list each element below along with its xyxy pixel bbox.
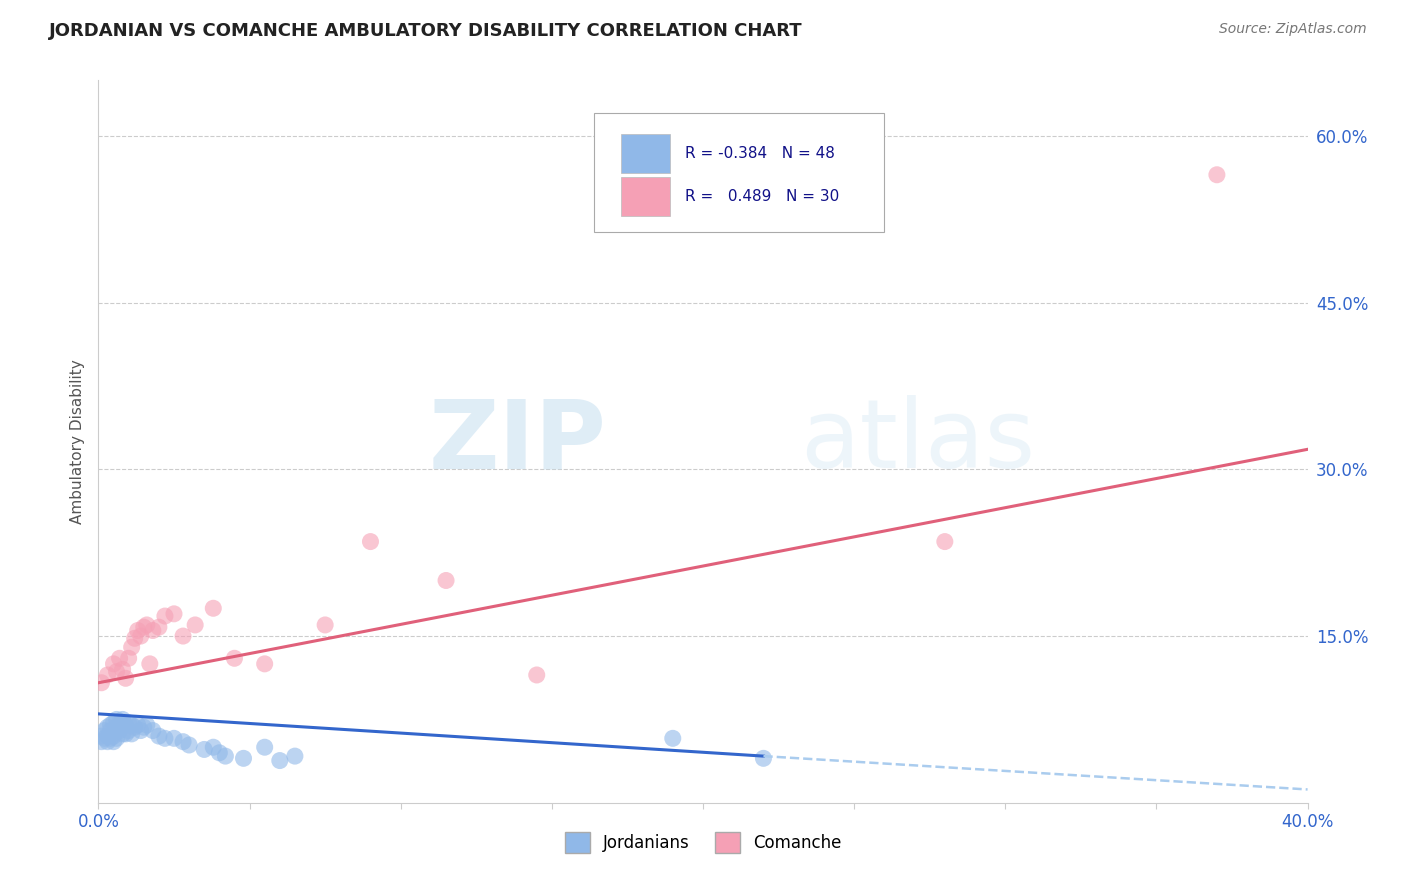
Point bbox=[108, 723, 131, 738]
Point bbox=[163, 607, 186, 621]
Text: R = -0.384   N = 48: R = -0.384 N = 48 bbox=[685, 145, 835, 161]
Point bbox=[96, 729, 118, 743]
Point bbox=[202, 601, 225, 615]
Point bbox=[114, 727, 136, 741]
Point bbox=[193, 742, 215, 756]
Point bbox=[142, 723, 165, 738]
Point bbox=[103, 657, 125, 671]
Point bbox=[127, 718, 149, 732]
Point bbox=[96, 720, 118, 734]
Point bbox=[124, 632, 146, 646]
Point bbox=[253, 740, 276, 755]
Text: R =   0.489   N = 30: R = 0.489 N = 30 bbox=[685, 189, 839, 204]
Point bbox=[93, 731, 115, 746]
Point bbox=[360, 534, 382, 549]
Point bbox=[96, 668, 118, 682]
Point bbox=[172, 629, 194, 643]
Point bbox=[93, 723, 115, 738]
Point bbox=[90, 675, 112, 690]
Point bbox=[172, 734, 194, 748]
Point bbox=[139, 657, 162, 671]
FancyBboxPatch shape bbox=[595, 112, 884, 232]
Point bbox=[184, 618, 207, 632]
Point bbox=[1206, 168, 1229, 182]
Point bbox=[224, 651, 246, 665]
Text: ZIP: ZIP bbox=[429, 395, 606, 488]
Point bbox=[96, 734, 118, 748]
Point bbox=[148, 729, 170, 743]
Point bbox=[118, 715, 141, 730]
Point bbox=[934, 534, 956, 549]
Point bbox=[103, 734, 125, 748]
Point bbox=[132, 720, 155, 734]
Point bbox=[118, 651, 141, 665]
Point bbox=[163, 731, 186, 746]
Y-axis label: Ambulatory Disability: Ambulatory Disability bbox=[69, 359, 84, 524]
Point bbox=[284, 749, 307, 764]
Point bbox=[111, 662, 134, 676]
Point bbox=[111, 727, 134, 741]
Point bbox=[121, 718, 143, 732]
Point bbox=[111, 713, 134, 727]
Point bbox=[118, 723, 141, 738]
Point bbox=[269, 754, 291, 768]
Point bbox=[111, 718, 134, 732]
Point bbox=[114, 671, 136, 685]
Point bbox=[127, 624, 149, 638]
Point bbox=[105, 720, 128, 734]
Text: JORDANIAN VS COMANCHE AMBULATORY DISABILITY CORRELATION CHART: JORDANIAN VS COMANCHE AMBULATORY DISABIL… bbox=[49, 22, 803, 40]
Point bbox=[121, 727, 143, 741]
Point bbox=[148, 620, 170, 634]
Point bbox=[100, 731, 122, 746]
Point bbox=[202, 740, 225, 755]
Point bbox=[105, 713, 128, 727]
Point bbox=[90, 729, 112, 743]
Legend: Jordanians, Comanche: Jordanians, Comanche bbox=[558, 826, 848, 860]
Point bbox=[752, 751, 775, 765]
Point bbox=[103, 715, 125, 730]
Point bbox=[105, 731, 128, 746]
Point bbox=[90, 734, 112, 748]
FancyBboxPatch shape bbox=[621, 178, 671, 216]
Point bbox=[434, 574, 457, 588]
Point bbox=[121, 640, 143, 655]
Point bbox=[153, 731, 176, 746]
Point bbox=[100, 723, 122, 738]
Point bbox=[526, 668, 548, 682]
Point bbox=[105, 665, 128, 679]
Point bbox=[135, 618, 157, 632]
Point bbox=[103, 729, 125, 743]
Point bbox=[124, 720, 146, 734]
Text: Source: ZipAtlas.com: Source: ZipAtlas.com bbox=[1219, 22, 1367, 37]
Point bbox=[100, 718, 122, 732]
Point bbox=[108, 715, 131, 730]
Point bbox=[214, 749, 236, 764]
Point bbox=[132, 620, 155, 634]
Text: atlas: atlas bbox=[800, 395, 1035, 488]
Point bbox=[142, 624, 165, 638]
Point bbox=[129, 629, 152, 643]
Point bbox=[208, 746, 231, 760]
FancyBboxPatch shape bbox=[621, 134, 671, 173]
Point bbox=[179, 738, 201, 752]
Point bbox=[108, 651, 131, 665]
Point bbox=[314, 618, 336, 632]
Point bbox=[232, 751, 254, 765]
Point bbox=[253, 657, 276, 671]
Point bbox=[114, 718, 136, 732]
Point bbox=[129, 723, 152, 738]
Point bbox=[153, 609, 176, 624]
Point bbox=[135, 718, 157, 732]
Point bbox=[661, 731, 683, 746]
